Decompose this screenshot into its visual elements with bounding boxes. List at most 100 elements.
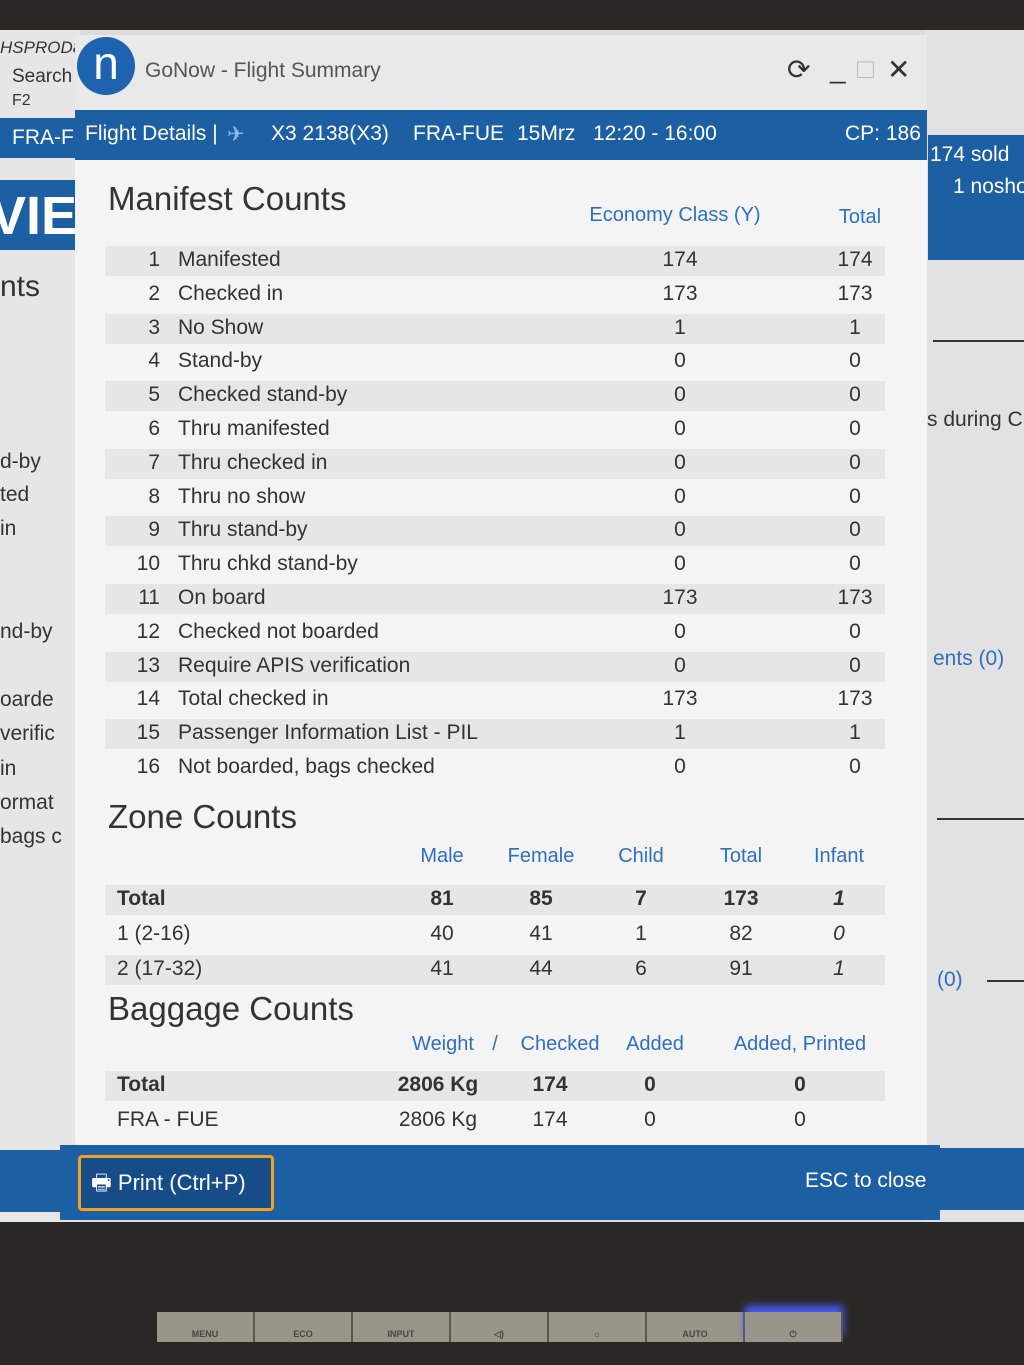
bg-text: s during C	[927, 408, 1023, 431]
monitor-button[interactable]: ☼	[549, 1312, 647, 1342]
refresh-icon[interactable]: ⟳	[787, 54, 811, 85]
total-value: 0	[849, 383, 861, 407]
row-stripe	[105, 584, 885, 614]
row-stripe	[105, 313, 885, 344]
row-label: Total checked in	[178, 687, 329, 711]
monitor-button[interactable]: AUTO	[647, 1312, 745, 1342]
background-app-right: 174 sold 1 nosho s during C ents (0) (0)	[925, 30, 1024, 1222]
bg-text: oarde	[0, 688, 54, 711]
economy-value: 0	[674, 755, 686, 778]
bg-text: HSPROD8	[0, 38, 83, 57]
zone-value: 41	[430, 957, 454, 980]
row-number: 13	[136, 653, 160, 677]
total-value: 1	[849, 721, 861, 745]
bg-sold: 174 sold	[930, 143, 1010, 166]
title-bar: n GoNow - Flight Summary ⟳ _ □ ✕	[75, 35, 927, 110]
monitor-button[interactable]: ⏻	[745, 1312, 843, 1342]
baggage-row-label: Total	[117, 1073, 166, 1096]
row-label: Thru checked in	[178, 450, 328, 474]
flight-summary-dialog: n GoNow - Flight Summary ⟳ _ □ ✕ Flight …	[60, 35, 940, 1220]
row-label: Checked in	[178, 281, 284, 305]
print-label: Print (Ctrl+P)	[117, 1170, 246, 1195]
minimize-icon[interactable]: _	[830, 53, 846, 84]
zone-value: 6	[635, 957, 647, 980]
row-label: Thru no show	[178, 484, 306, 508]
zone-col-header: Child	[618, 845, 664, 867]
economy-value: 173	[662, 281, 698, 305]
row-number: 9	[148, 518, 160, 542]
economy-value: 174	[662, 248, 698, 271]
economy-value: 0	[674, 484, 686, 508]
row-label: Checked not boarded	[178, 619, 379, 643]
row-stripe	[105, 955, 885, 985]
baggage-value: 0	[794, 1073, 806, 1096]
total-value: 174	[837, 248, 873, 271]
zone-value: 40	[430, 922, 454, 945]
total-value: 0	[849, 484, 861, 508]
zone-value: 0	[833, 922, 845, 945]
economy-value: 0	[674, 653, 686, 677]
baggage-col-header: Weight	[412, 1033, 474, 1055]
row-stripe	[105, 651, 885, 682]
monitor-button[interactable]: MENU	[157, 1312, 255, 1342]
zone-row-label: 1 (2-16)	[117, 922, 191, 945]
bg-link[interactable]: ents (0)	[933, 647, 1005, 670]
row-number: 15	[136, 721, 160, 745]
baggage-col-header: Added	[626, 1033, 684, 1055]
zone-value: 1	[833, 887, 845, 910]
total-value: 0	[849, 619, 861, 643]
maximize-icon[interactable]: □	[857, 53, 874, 84]
header-label: Flight Details |	[85, 122, 218, 145]
row-number: 16	[136, 755, 160, 778]
bg-text: nd-by	[0, 620, 53, 643]
baggage-title: Baggage Counts	[108, 990, 354, 1027]
monitor-button[interactable]: INPUT	[353, 1312, 451, 1342]
baggage-value: 174	[532, 1108, 568, 1131]
zone-row-label: 2 (17-32)	[117, 957, 203, 980]
flight-number: X3 2138(X3)	[271, 122, 389, 145]
row-number: 5	[148, 383, 160, 407]
economy-value: 0	[674, 349, 686, 373]
bg-search[interactable]: Search	[12, 66, 73, 87]
bg-text: d-by	[0, 450, 41, 473]
economy-value: 0	[674, 619, 686, 643]
row-label: Checked stand-by	[178, 383, 348, 407]
row-label: Require APIS verification	[178, 653, 411, 677]
zone-value: 173	[723, 887, 759, 910]
bg-text: verific	[0, 722, 55, 745]
bg-link[interactable]: (0)	[937, 968, 963, 991]
row-stripe	[105, 516, 885, 547]
monitor-button[interactable]: ECO	[255, 1312, 353, 1342]
total-value: 0	[849, 653, 861, 677]
economy-value: 0	[674, 383, 686, 407]
economy-value: 1	[674, 315, 686, 339]
dialog-content: Manifest Counts Economy Class (Y) Total …	[75, 160, 927, 1145]
dialog-footer: 🖶 Print (Ctrl+P) ESC to close	[60, 1145, 940, 1220]
economy-value: 0	[674, 450, 686, 474]
economy-value: 173	[662, 687, 698, 711]
zone-value: 1	[833, 957, 845, 980]
total-value: 0	[849, 552, 861, 576]
row-label: Thru manifested	[178, 417, 330, 440]
row-stripe	[105, 1071, 885, 1101]
flight-time: 12:20 - 16:00	[593, 122, 717, 145]
row-stripe	[105, 246, 885, 276]
route: FRA-FUE	[413, 122, 504, 145]
row-label: Not boarded, bags checked	[178, 755, 435, 778]
row-stripe	[105, 381, 885, 412]
economy-value: 0	[674, 552, 686, 576]
row-label: Stand-by	[178, 349, 263, 373]
baggage-value: 0	[644, 1108, 656, 1131]
row-label: Manifested	[178, 248, 281, 271]
economy-value: 0	[674, 417, 686, 440]
zone-value: 85	[529, 887, 553, 910]
close-icon[interactable]: ✕	[887, 54, 911, 85]
print-button[interactable]: 🖶 Print (Ctrl+P)	[78, 1155, 274, 1211]
monitor-button[interactable]: ◁)	[451, 1312, 549, 1342]
row-stripe	[105, 448, 885, 479]
window-title: GoNow - Flight Summary	[145, 59, 381, 82]
bg-noshow: 1 nosho	[953, 175, 1024, 198]
row-number: 11	[138, 586, 160, 609]
row-label: No Show	[178, 315, 264, 339]
bg-text: nts	[0, 270, 41, 303]
